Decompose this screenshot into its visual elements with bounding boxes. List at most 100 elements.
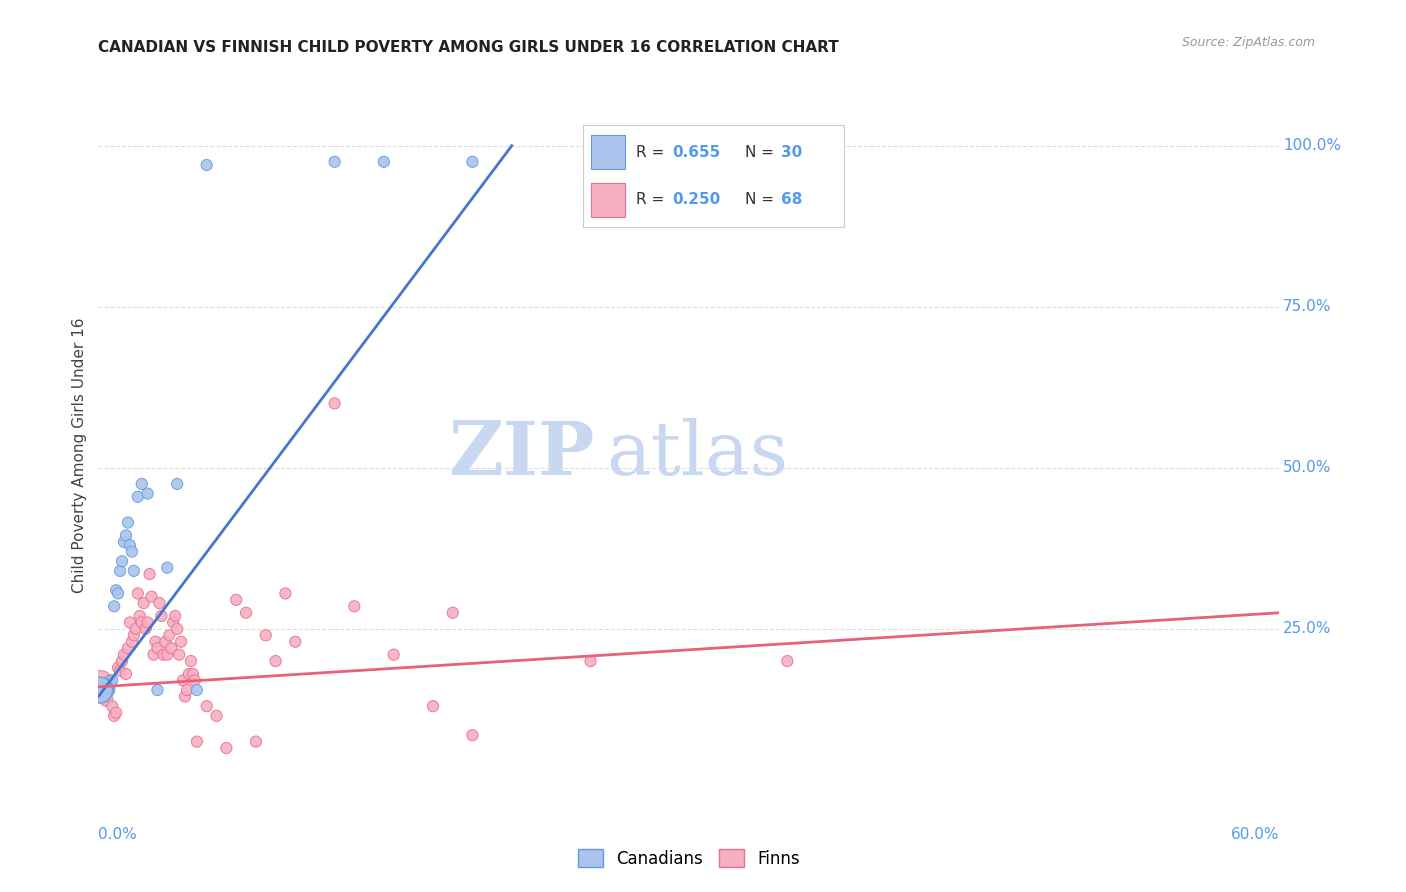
Point [174,690,197,704]
Text: 100.0%: 100.0% [1284,138,1341,153]
Text: N =: N = [745,145,779,160]
Point [108,564,131,578]
Point [142,648,165,662]
Point [186,683,208,698]
Point [184,673,207,688]
Point [145,634,167,648]
Point [146,641,169,656]
Point [461,728,484,742]
Point [141,590,163,604]
Point [101,673,124,688]
Text: R =: R = [636,192,669,207]
Point [97,683,120,698]
Text: atlas: atlas [606,418,789,491]
Point [111,654,134,668]
Point [97,680,120,694]
Text: 75.0%: 75.0% [1284,299,1331,314]
Text: N =: N = [745,192,779,207]
Text: 68: 68 [782,192,803,207]
Point [103,599,125,614]
Point [118,615,141,630]
Point [461,154,484,169]
Point [128,609,150,624]
Point [284,634,307,648]
Point [235,606,257,620]
Point [579,654,602,668]
Point [93,686,115,700]
Point [181,667,204,681]
Text: ZIP: ZIP [449,418,595,491]
Point [162,615,184,630]
Text: 30: 30 [782,145,803,160]
Point [93,683,115,698]
Text: R =: R = [636,145,669,160]
Y-axis label: Child Poverty Among Girls Under 16: Child Poverty Among Girls Under 16 [72,318,87,592]
Point [422,699,444,714]
Text: 0.250: 0.250 [672,192,720,207]
Text: CANADIAN VS FINNISH CHILD POVERTY AMONG GIRLS UNDER 16 CORRELATION CHART: CANADIAN VS FINNISH CHILD POVERTY AMONG … [98,40,839,55]
Point [245,734,267,748]
Point [98,673,121,688]
Point [111,554,134,568]
Point [148,596,170,610]
Text: 25.0%: 25.0% [1284,622,1331,636]
Point [323,396,346,410]
Point [165,609,187,624]
Point [112,534,135,549]
Point [115,528,138,542]
Point [89,676,111,690]
Point [160,641,183,656]
Point [89,683,111,698]
Point [156,648,179,662]
Point [132,596,155,610]
Point [121,544,143,558]
Point [117,641,139,656]
Point [152,648,174,662]
Point [156,560,179,574]
Point [112,648,135,662]
Point [343,599,366,614]
Text: Source: ZipAtlas.com: Source: ZipAtlas.com [1181,36,1315,49]
Point [122,628,145,642]
Point [166,476,188,491]
Point [98,676,121,690]
Text: 0.655: 0.655 [672,145,720,160]
FancyBboxPatch shape [592,136,626,169]
Point [150,609,173,624]
Point [170,634,193,648]
Point [172,673,194,688]
Point [125,622,148,636]
Point [225,592,247,607]
Point [167,648,190,662]
Point [373,154,395,169]
Point [122,564,145,578]
Point [195,158,218,172]
Point [264,654,287,668]
Point [121,634,143,648]
Legend: Canadians, Finns: Canadians, Finns [571,842,807,874]
FancyBboxPatch shape [592,184,626,218]
Point [131,476,153,491]
Point [115,667,138,681]
Point [96,692,118,706]
Point [135,622,157,636]
Text: 60.0%: 60.0% [1232,827,1279,841]
Point [180,654,202,668]
Point [215,741,238,756]
Point [105,706,128,720]
Point [131,615,153,630]
Point [91,683,114,698]
Point [117,516,139,530]
Point [186,734,208,748]
Point [323,154,346,169]
Point [107,586,129,600]
Point [91,683,114,698]
Point [107,660,129,674]
Point [96,683,118,698]
Point [127,586,149,600]
Point [108,664,131,678]
Point [103,708,125,723]
Point [157,628,180,642]
Point [136,615,159,630]
Point [136,486,159,500]
